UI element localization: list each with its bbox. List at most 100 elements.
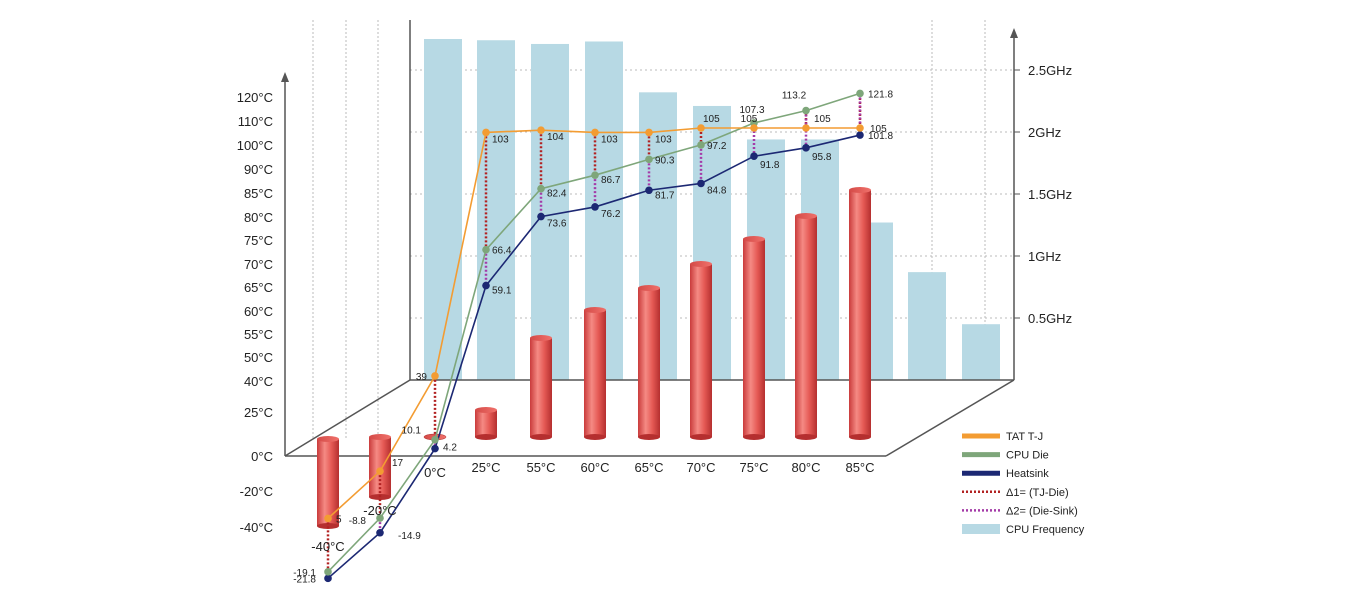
cpu-die-point xyxy=(856,89,864,98)
cylinder-body xyxy=(743,239,765,437)
cylinder-body xyxy=(475,410,497,437)
heatsink-point xyxy=(856,131,864,139)
series-lines xyxy=(324,89,864,583)
cylinder-top xyxy=(743,236,765,242)
category-label: 0°C xyxy=(424,465,446,480)
heatsink-value: 59.1 xyxy=(492,286,512,297)
heatsink-point xyxy=(697,179,705,188)
cpu-die-point xyxy=(537,184,545,193)
left-tick-label: 40°C xyxy=(244,374,273,389)
cylinder-bottom xyxy=(743,434,765,440)
heatsink-point xyxy=(324,574,332,583)
cylinder-bottom xyxy=(584,434,606,440)
heatsink-point xyxy=(750,152,758,161)
ambient-cylinder xyxy=(690,261,712,440)
cylinder-bottom xyxy=(530,434,552,440)
heatsink-point xyxy=(482,281,490,290)
right-tick-label: 0.5GHz xyxy=(1028,311,1072,326)
cylinder-bottom xyxy=(849,434,871,440)
legend-label: CPU Frequency xyxy=(1006,524,1085,536)
cylinder-top xyxy=(317,436,339,442)
right-tick-label: 1.5GHz xyxy=(1028,187,1072,202)
cpu-die-point xyxy=(482,245,490,254)
legend-label: Δ1= (TJ-Die) xyxy=(1006,487,1069,499)
tat-tj-value: 105 xyxy=(703,114,720,125)
ambient-cylinders xyxy=(317,187,871,529)
left-tick-label: 55°C xyxy=(244,327,273,342)
ambient-cylinder xyxy=(795,213,817,440)
left-tick-label: 80°C xyxy=(244,210,273,225)
category-label: 55°C xyxy=(526,460,555,475)
category-label: 65°C xyxy=(634,460,663,475)
cylinder-top xyxy=(849,187,871,193)
legend-label: Heatsink xyxy=(1006,468,1049,480)
ambient-cylinder xyxy=(530,335,552,440)
ambient-cylinder xyxy=(849,187,871,440)
cpu-die-value: -19.1 xyxy=(293,568,316,579)
tat-tj-point xyxy=(482,128,490,137)
cpu-die-value: 82.4 xyxy=(547,189,567,200)
cpu-die-value: 113.2 xyxy=(782,91,807,102)
left-tick-label: -20°C xyxy=(240,484,273,499)
ambient-cylinder xyxy=(638,285,660,440)
heatsink-value: 76.2 xyxy=(601,209,621,220)
tat-tj-point xyxy=(376,467,384,475)
tat-tj-value: 39 xyxy=(416,372,428,383)
right-axis-arrow xyxy=(1010,28,1018,38)
legend: TAT T-J CPU Die Heatsink Δ1= (TJ-Die) Δ2= (D… xyxy=(962,431,1085,536)
tat-tj-point xyxy=(697,124,705,132)
left-tick-label: 100°C xyxy=(237,138,273,153)
tat-tj-value: 103 xyxy=(492,134,509,145)
heatsink-value: 95.8 xyxy=(812,152,832,163)
legend-label: CPU Die xyxy=(1006,450,1049,462)
heatsink-point xyxy=(591,203,599,211)
category-label: -20°C xyxy=(363,503,396,518)
tat-tj-point xyxy=(750,124,758,132)
left-tick-label: 25°C xyxy=(244,405,273,420)
left-tick-label: 120°C xyxy=(237,90,273,105)
cylinder-top xyxy=(530,335,552,341)
floor-left-edge xyxy=(284,379,411,457)
heatsink-value: 4.2 xyxy=(443,443,457,454)
cpu-die-value: 10.1 xyxy=(402,426,422,437)
cylinder-top xyxy=(638,285,660,291)
cpu-die-value: 107.3 xyxy=(739,105,764,116)
cpu-die-point xyxy=(591,171,599,179)
heatsink-value: 91.8 xyxy=(760,160,780,171)
cpu-die-value: 66.4 xyxy=(492,246,512,257)
frequency-bars xyxy=(424,39,1000,381)
tat-tj-point xyxy=(431,372,439,380)
tat-tj-value: 105 xyxy=(814,114,831,125)
frequency-bar xyxy=(424,39,462,380)
tat-tj-value: 105 xyxy=(870,124,887,135)
cpu-die-value: 121.8 xyxy=(868,89,893,100)
left-tick-label: 70°C xyxy=(244,257,273,272)
tat-tj-value: 5 xyxy=(336,514,342,525)
cylinder-body xyxy=(317,439,339,526)
left-tick-label: 0°C xyxy=(251,449,273,464)
cpu-die-point xyxy=(324,568,332,576)
cpu-die-value: 86.7 xyxy=(601,175,621,186)
cylinder-body xyxy=(849,190,871,437)
category-label: 75°C xyxy=(739,460,768,475)
heatsink-point xyxy=(376,528,384,537)
ambient-cylinder xyxy=(369,434,391,500)
category-label: 25°C xyxy=(471,460,500,475)
cylinder-bottom xyxy=(475,434,497,440)
tat-tj-point xyxy=(324,514,332,523)
cpu-die-value: -8.8 xyxy=(349,516,367,527)
cylinder-bottom xyxy=(317,523,339,529)
cylinder-top xyxy=(369,434,391,440)
tat-tj-point xyxy=(645,128,653,137)
tat-tj-value: 104 xyxy=(547,132,564,143)
heatsink-value: 73.6 xyxy=(547,219,567,230)
legend-swatch xyxy=(962,524,1000,534)
tat-tj-value: 103 xyxy=(655,134,672,145)
right-tick-label: 1GHz xyxy=(1028,249,1061,264)
cylinder-body xyxy=(530,338,552,437)
cylinder-body xyxy=(638,288,660,437)
heatsink-point xyxy=(645,186,653,195)
cylinder-bottom xyxy=(638,434,660,440)
heatsink-value: -21.8 xyxy=(293,574,316,585)
